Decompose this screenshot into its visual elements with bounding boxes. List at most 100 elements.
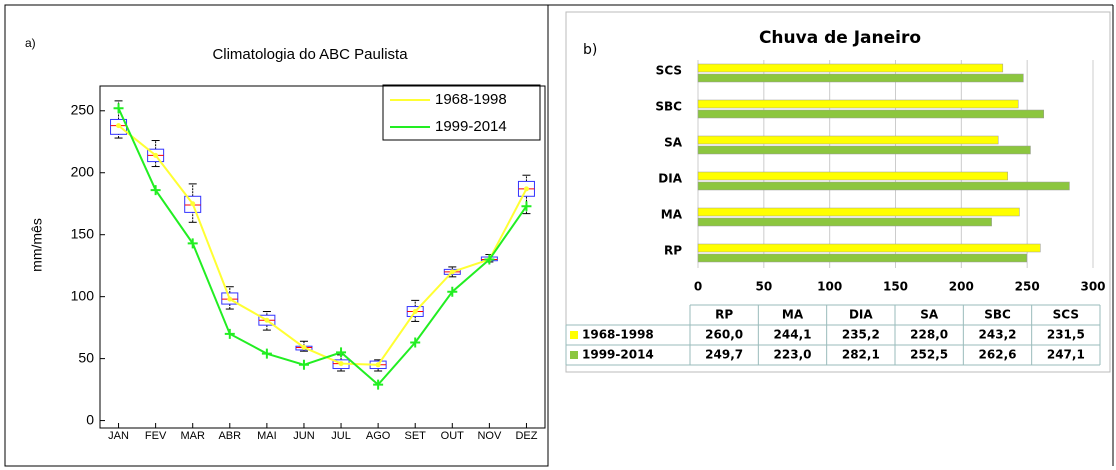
legend-swatch [570, 331, 578, 339]
series-line [117, 124, 528, 366]
table-cell: 244,1 [774, 328, 812, 342]
panel-label: a) [25, 36, 36, 50]
marker [153, 152, 159, 158]
x-tick-label: 50 [755, 280, 772, 294]
table-cell: 249,7 [705, 348, 743, 362]
marker [410, 337, 421, 348]
bar [697, 73, 1024, 83]
marker [187, 238, 198, 249]
panel-label: b) [583, 42, 597, 58]
table-header: SBC [984, 308, 1011, 322]
table-row-label: 1999-2014 [582, 348, 654, 362]
x-tick-label: 150 [883, 280, 908, 294]
x-tick-label: 250 [1015, 280, 1040, 294]
chart-a: a) Climatologia do ABC Paulista mm/mês 0… [25, 36, 546, 442]
marker [338, 361, 344, 367]
y-tick-label: SA [664, 136, 683, 150]
marker [190, 201, 196, 207]
x-tick-label: OUT [441, 430, 465, 442]
x-tick-label: JUN [293, 430, 314, 442]
y-tick-label: MA [661, 208, 683, 222]
y-tick-label: DIA [658, 172, 682, 186]
y-tick-label: 200 [71, 163, 95, 179]
bar [697, 63, 1004, 73]
x-tick-label: JUL [331, 430, 351, 442]
x-tick-label: ABR [218, 430, 241, 442]
y-tick-label: RP [664, 244, 682, 258]
table-cell: 262,6 [979, 348, 1017, 362]
x-tick-label: 100 [817, 280, 842, 294]
chart-title: Chuva de Janeiro [759, 28, 921, 48]
marker [150, 185, 161, 196]
x-tick-label: DEZ [515, 430, 537, 442]
legend-label: 1999-2014 [435, 118, 507, 135]
marker [412, 309, 418, 315]
marker [116, 123, 122, 129]
x-tick-label: 200 [949, 280, 974, 294]
table-cell: 243,2 [979, 328, 1017, 342]
marker [224, 328, 235, 339]
series-line [117, 107, 528, 387]
table-cell: 260,0 [705, 328, 743, 342]
table-header: RP [715, 308, 733, 322]
marker [298, 359, 309, 370]
bar [697, 135, 999, 145]
table-cell: 228,0 [910, 328, 948, 342]
marker [227, 296, 233, 302]
marker [373, 379, 384, 390]
x-tick-label: NOV [477, 430, 502, 442]
marker [375, 362, 381, 368]
bar [697, 253, 1028, 263]
legend-swatch [570, 351, 578, 359]
marker [261, 348, 272, 359]
bar [697, 207, 1020, 217]
marker [336, 347, 347, 358]
bar [697, 171, 1008, 181]
x-tick-label: AGO [366, 430, 391, 442]
table-cell: 223,0 [774, 348, 812, 362]
table-cell: 247,1 [1047, 348, 1085, 362]
table-cell: 231,5 [1047, 328, 1085, 342]
x-tick-label: FEV [145, 430, 167, 442]
bar [697, 181, 1070, 191]
x-tick-label: MAR [180, 430, 205, 442]
y-tick-label: 0 [86, 411, 94, 427]
table-header: MA [782, 308, 804, 322]
y-tick-label: 250 [71, 101, 95, 117]
bar [697, 145, 1031, 155]
chart-title: Climatologia do ABC Paulista [212, 46, 408, 63]
table-header: DIA [849, 308, 873, 322]
y-tick-label: SBC [655, 100, 682, 114]
marker [301, 344, 307, 350]
marker [447, 286, 458, 297]
x-tick-label: SET [405, 430, 427, 442]
y-axis-label: mm/mês [29, 218, 45, 272]
legend-label: 1968-1998 [435, 91, 507, 108]
y-tick-label: 150 [71, 225, 95, 241]
x-tick-label: 0 [694, 280, 702, 294]
table-cell: 235,2 [842, 328, 880, 342]
panel-a-frame [4, 4, 549, 467]
table-row-label: 1968-1998 [582, 328, 654, 342]
chart-b: b) Chuva de Janeiro 0 50 100 150 200 250 300 RP… [565, 28, 1106, 366]
table-header: SCS [1053, 308, 1079, 322]
legend-frame [382, 84, 541, 141]
marker [264, 317, 270, 323]
x-tick-label: 300 [1080, 280, 1105, 294]
y-tick-label: SCS [656, 64, 682, 78]
x-tick-label: JAN [108, 430, 129, 442]
y-tick-label: 50 [78, 349, 94, 365]
bar [697, 109, 1045, 119]
marker [449, 269, 455, 275]
bar [697, 243, 1041, 253]
bar [697, 217, 992, 227]
marker [484, 254, 495, 265]
box [221, 292, 239, 305]
box [184, 195, 202, 213]
marker [113, 103, 124, 114]
table-cell: 282,1 [842, 348, 880, 362]
marker [523, 186, 529, 192]
plot-frame [99, 85, 546, 429]
chart-b-frame [565, 11, 1111, 373]
